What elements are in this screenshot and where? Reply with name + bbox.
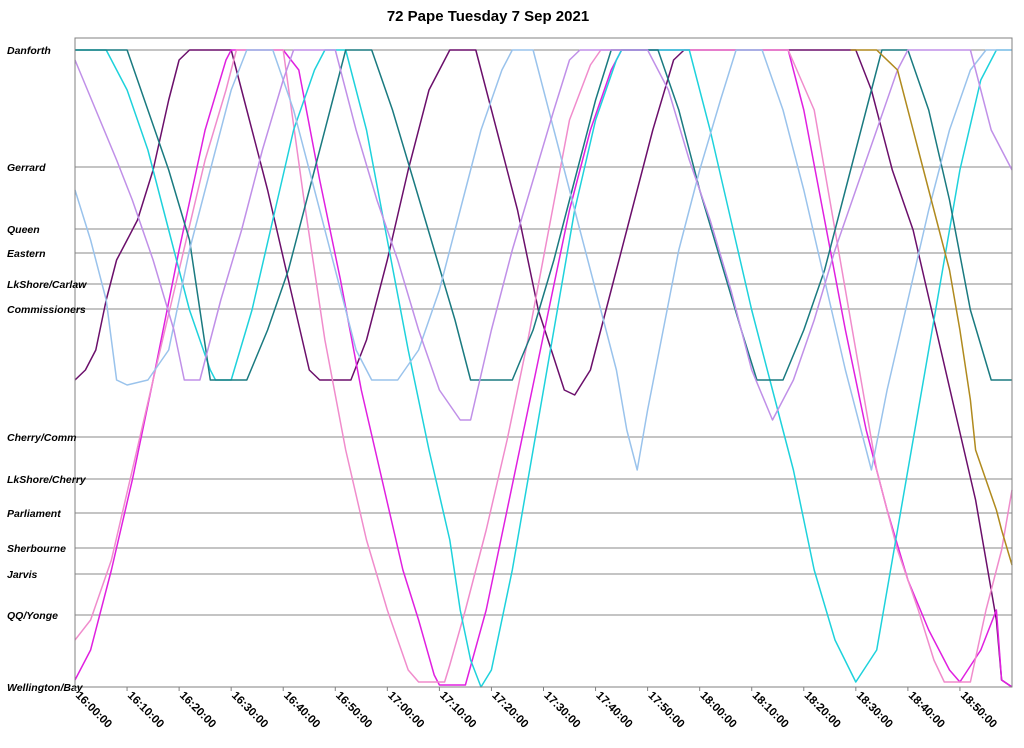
stop-label: Wellington/Bay xyxy=(7,682,84,694)
series-layer xyxy=(74,49,1013,688)
series-line-trip-3 xyxy=(74,49,1013,683)
x-tick-label: 18:40:00 xyxy=(906,690,947,731)
stop-label: Cherry/Comm xyxy=(7,432,76,444)
x-axis-ticks: 16:00:00 16:10:00 16:20:00 16:30:00 16:40:00… xyxy=(73,687,999,731)
x-tick-label: 18:10:00 xyxy=(750,690,791,731)
stop-label: Eastern xyxy=(7,248,46,260)
series-line-trip-6 xyxy=(74,49,1012,471)
stop-label: Jarvis xyxy=(7,569,38,581)
stop-label: Queen xyxy=(7,224,40,236)
chart-title: 72 Pape Tuesday 7 Sep 2021 xyxy=(387,8,589,25)
x-tick-label: 17:50:00 xyxy=(645,690,686,731)
x-tick-label: 16:10:00 xyxy=(125,690,166,731)
x-tick-label: 16:50:00 xyxy=(333,690,374,731)
series-line-trip-7 xyxy=(74,49,1013,421)
x-tick-label: 16:20:00 xyxy=(177,690,218,731)
x-tick-label: 18:00:00 xyxy=(698,690,739,731)
x-tick-label: 16:30:00 xyxy=(229,690,270,731)
stop-label: Sherbourne xyxy=(7,543,66,555)
x-tick-label: 17:30:00 xyxy=(541,690,582,731)
series-line-trip-5 xyxy=(75,49,1012,381)
stop-label: LkShore/Cherry xyxy=(7,474,87,486)
x-tick-label: 18:50:00 xyxy=(958,690,999,731)
x-tick-label: 18:20:00 xyxy=(802,690,843,731)
x-tick-label: 17:40:00 xyxy=(593,690,634,731)
x-tick-label: 17:20:00 xyxy=(489,690,530,731)
stop-labels: Danforth Gerrard Queen Eastern LkShore/Carla… xyxy=(7,45,87,694)
x-tick-label: 16:00:00 xyxy=(73,690,114,731)
series-line-trip-1 xyxy=(74,49,1013,688)
x-tick-label: 16:40:00 xyxy=(281,690,322,731)
series-line-trip-8 xyxy=(850,49,1013,566)
x-tick-label: 17:10:00 xyxy=(437,690,478,731)
x-tick-label: 17:00:00 xyxy=(385,690,426,731)
stop-label: Danforth xyxy=(7,45,51,57)
stop-label: QQ/Yonge xyxy=(7,610,58,622)
stop-label: LkShore/Carlaw xyxy=(7,279,87,291)
plot-frame xyxy=(74,37,1013,688)
stop-label: Commissioners xyxy=(7,304,86,316)
stop-label: Gerrard xyxy=(7,162,46,174)
stop-label: Parliament xyxy=(7,508,61,520)
x-tick-label: 18:30:00 xyxy=(854,690,895,731)
